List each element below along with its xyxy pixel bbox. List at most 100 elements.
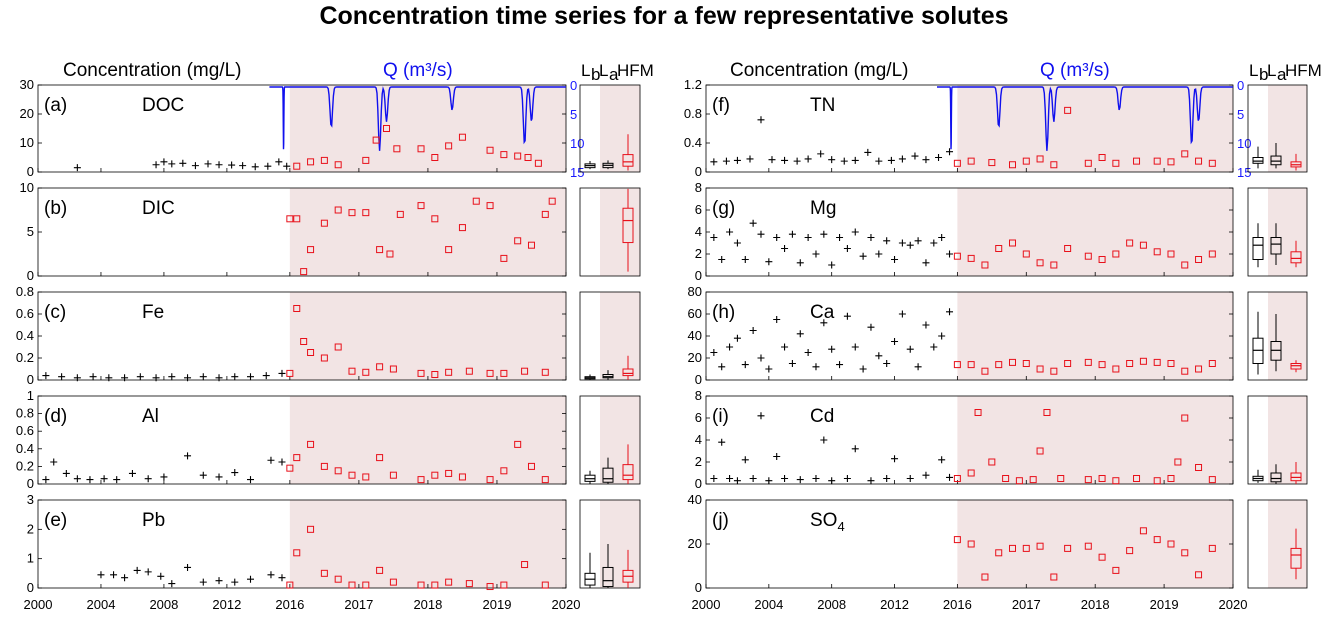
panel-label: (f) xyxy=(712,95,730,116)
historic-point xyxy=(718,256,726,263)
historic-point xyxy=(946,473,954,481)
historic-point xyxy=(757,354,765,362)
hfm-point xyxy=(514,152,522,160)
historic-point xyxy=(113,476,121,484)
historic-point xyxy=(922,259,930,267)
hfm-point xyxy=(376,246,384,254)
historic-point xyxy=(946,250,954,258)
hfm-point xyxy=(320,156,328,164)
hfm-point xyxy=(362,368,370,376)
hfm-point xyxy=(1126,239,1134,247)
historic-point xyxy=(796,476,804,484)
x-tick-label: 2000 xyxy=(24,597,53,612)
hfm-point xyxy=(1167,475,1175,482)
hfm-point xyxy=(348,471,356,479)
historic-point xyxy=(906,475,914,482)
hfm-point xyxy=(286,464,294,472)
hfm-point xyxy=(1153,477,1161,485)
solute-label: DOC xyxy=(142,95,184,116)
panel-label: (j) xyxy=(712,510,729,531)
x-tick-label: 2004 xyxy=(754,597,783,612)
historic-point xyxy=(828,477,836,485)
hfm-point xyxy=(1036,542,1044,550)
hfm-point xyxy=(307,246,315,254)
hfm-point xyxy=(1167,158,1175,166)
hfm-point xyxy=(1126,547,1134,555)
solute-label: Mg xyxy=(810,198,836,219)
historic-point xyxy=(875,250,883,258)
y-tick-label: 0.6 xyxy=(16,423,34,438)
solute-label: Al xyxy=(142,406,159,427)
hfm-point xyxy=(431,581,439,589)
hfm-box-shade xyxy=(1268,500,1307,588)
panel-label: (b) xyxy=(44,198,67,219)
lb-label: L xyxy=(1249,61,1258,80)
lb-label: L xyxy=(581,61,590,80)
y-tick-label: 5 xyxy=(27,224,34,239)
hfm-box-shade xyxy=(600,500,640,588)
historic-point xyxy=(726,475,734,482)
x-tick-label: 2017 xyxy=(344,597,373,612)
hfm-point xyxy=(1112,159,1120,167)
la-label: L xyxy=(1267,61,1276,80)
hfm-point xyxy=(286,215,294,223)
hfm-point xyxy=(995,245,1003,252)
hfm-point xyxy=(527,462,535,470)
hfm-point xyxy=(1195,571,1203,579)
hfm-point xyxy=(500,369,508,377)
historic-point xyxy=(231,469,239,477)
hfm-point xyxy=(372,136,380,144)
hfm-point xyxy=(348,367,356,375)
hfm-period-shade xyxy=(957,188,1233,276)
hfm-period-shade xyxy=(289,292,566,380)
hfm-point xyxy=(500,151,508,159)
lb-sub: b xyxy=(591,65,600,84)
hfm-point xyxy=(500,254,508,262)
panel-label: (h) xyxy=(712,302,735,323)
historic-point xyxy=(105,374,113,382)
box-frame xyxy=(1247,84,1308,173)
hfm-point xyxy=(300,268,308,276)
historic-point xyxy=(891,455,899,463)
hfm-period-shade xyxy=(289,396,566,484)
hfm-point xyxy=(458,133,466,141)
historic-point xyxy=(86,476,94,484)
hfm-point xyxy=(417,145,425,153)
historic-point xyxy=(817,150,825,158)
historic-point xyxy=(184,374,192,382)
hfm-point xyxy=(445,578,453,586)
hfm-point xyxy=(981,573,989,581)
y-tick-label: 2 xyxy=(695,454,702,469)
historic-point xyxy=(867,323,875,331)
hfm-point xyxy=(527,241,535,249)
box-frame xyxy=(1247,291,1308,381)
hfm-point xyxy=(300,338,308,345)
hfm-point xyxy=(1112,365,1120,373)
historic-point xyxy=(741,361,749,369)
panel-i: 0 2 4 6 8 (i) Cd xyxy=(695,388,1308,491)
hfm-point xyxy=(1126,360,1134,367)
boxplot-panel xyxy=(579,84,641,173)
historic-point xyxy=(73,475,81,483)
hfm-point xyxy=(1133,475,1141,482)
box-la xyxy=(1270,472,1282,483)
la-label: L xyxy=(599,61,608,80)
y-tick-label: 0.6 xyxy=(16,306,34,321)
hfm-point xyxy=(417,476,425,484)
historic-point xyxy=(914,363,922,371)
historic-point xyxy=(867,234,875,241)
figure-title: Concentration time series for a few repr… xyxy=(319,2,1009,30)
hfm-point xyxy=(348,209,356,217)
hfm-point xyxy=(431,215,439,223)
historic-point xyxy=(215,374,223,382)
historic-point xyxy=(275,158,283,166)
historic-point xyxy=(930,239,938,247)
historic-point xyxy=(843,475,851,482)
hfm-point xyxy=(1112,477,1120,485)
y-tick-label: 0 xyxy=(27,164,34,179)
q-tick-label: 10 xyxy=(570,136,584,151)
hfm-point xyxy=(967,361,975,369)
historic-point xyxy=(891,338,899,345)
discharge-header-right: Q (m³/s) xyxy=(1040,60,1110,81)
hfm-point xyxy=(1084,358,1092,366)
